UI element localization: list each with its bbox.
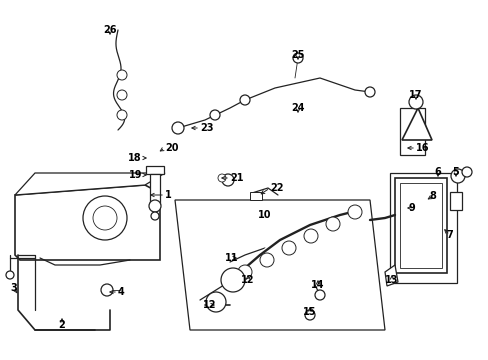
Circle shape xyxy=(461,167,471,177)
Text: 20: 20 xyxy=(164,143,178,153)
Circle shape xyxy=(450,169,464,183)
Circle shape xyxy=(172,122,183,134)
Circle shape xyxy=(149,200,161,212)
Text: 9: 9 xyxy=(408,203,414,213)
Circle shape xyxy=(83,196,127,240)
Bar xyxy=(249,192,262,200)
Text: 7: 7 xyxy=(446,230,452,240)
Text: 14: 14 xyxy=(311,280,324,290)
Circle shape xyxy=(151,212,159,220)
Circle shape xyxy=(305,310,314,320)
Circle shape xyxy=(304,229,317,243)
Text: 19: 19 xyxy=(128,170,142,180)
Text: 12: 12 xyxy=(241,275,254,285)
Text: 4: 4 xyxy=(118,287,124,297)
Text: 8: 8 xyxy=(428,191,436,201)
Circle shape xyxy=(314,290,325,300)
Circle shape xyxy=(101,284,113,296)
Polygon shape xyxy=(175,200,384,330)
Circle shape xyxy=(209,110,220,120)
Circle shape xyxy=(260,253,273,267)
Text: 24: 24 xyxy=(291,103,304,113)
Text: 13: 13 xyxy=(385,275,398,285)
Text: 3: 3 xyxy=(11,283,18,293)
Circle shape xyxy=(238,265,251,279)
Bar xyxy=(394,178,446,273)
Circle shape xyxy=(93,206,117,230)
Text: 5: 5 xyxy=(452,167,458,177)
Text: 11: 11 xyxy=(225,253,238,263)
Polygon shape xyxy=(15,173,164,195)
Circle shape xyxy=(364,87,374,97)
Polygon shape xyxy=(399,108,424,155)
Circle shape xyxy=(292,53,303,63)
Circle shape xyxy=(117,110,127,120)
Polygon shape xyxy=(15,185,160,260)
Text: 22: 22 xyxy=(269,183,283,193)
Polygon shape xyxy=(401,108,431,140)
Polygon shape xyxy=(146,166,163,174)
Text: 18: 18 xyxy=(128,153,142,163)
Polygon shape xyxy=(389,173,456,283)
Circle shape xyxy=(325,217,339,231)
Circle shape xyxy=(408,95,422,109)
Text: 25: 25 xyxy=(291,50,304,60)
Circle shape xyxy=(222,174,234,186)
Circle shape xyxy=(240,95,249,105)
Bar xyxy=(399,183,441,268)
Text: 23: 23 xyxy=(200,123,213,133)
Text: 6: 6 xyxy=(434,167,441,177)
Text: 21: 21 xyxy=(229,173,243,183)
Circle shape xyxy=(347,205,361,219)
Text: 12: 12 xyxy=(203,300,216,310)
Polygon shape xyxy=(384,265,397,286)
Text: 16: 16 xyxy=(415,143,428,153)
Circle shape xyxy=(218,174,225,182)
Bar xyxy=(449,192,461,210)
Text: 15: 15 xyxy=(303,307,316,317)
Circle shape xyxy=(221,268,244,292)
Circle shape xyxy=(282,241,295,255)
Text: 10: 10 xyxy=(258,210,271,220)
Circle shape xyxy=(205,292,225,312)
Text: 26: 26 xyxy=(103,25,117,35)
Text: 1: 1 xyxy=(164,190,171,200)
Circle shape xyxy=(117,70,127,80)
Circle shape xyxy=(6,271,14,279)
Text: 17: 17 xyxy=(408,90,422,100)
Bar xyxy=(150,174,160,204)
Text: 2: 2 xyxy=(59,320,65,330)
Circle shape xyxy=(117,90,127,100)
